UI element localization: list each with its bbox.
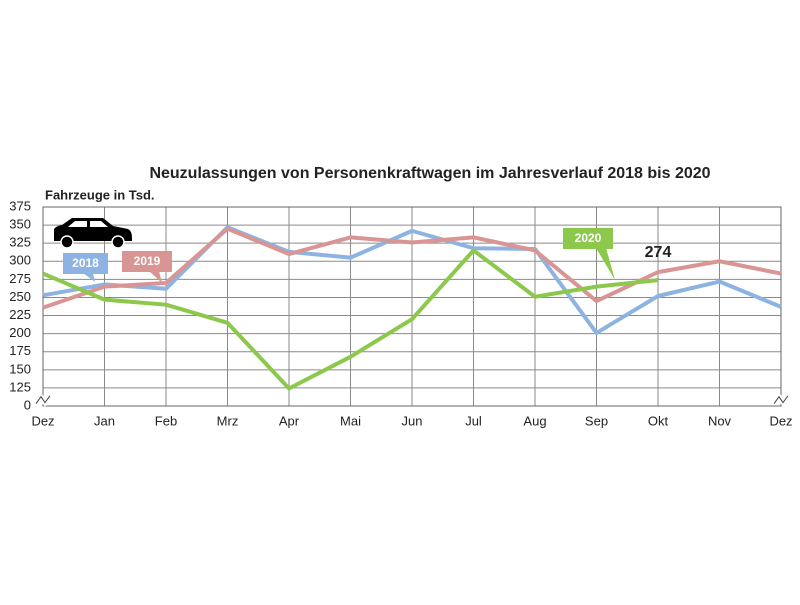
legend-label: 2020 xyxy=(575,231,602,245)
x-tick-label: Apr xyxy=(279,413,300,428)
plot-area: 0 125 150 175 200 225 250 275 300 325 350 375 Dez Jan… xyxy=(9,198,792,428)
line xyxy=(42,225,782,335)
x-tick-label: Aug xyxy=(523,413,546,428)
y-tick-label: 275 xyxy=(9,271,31,286)
legend-label: 2019 xyxy=(134,254,161,268)
legend-box xyxy=(63,253,108,274)
x-tick-label: Jan xyxy=(94,413,115,428)
legend-box xyxy=(563,228,613,249)
y-tick-label: 250 xyxy=(9,289,31,304)
legend-pointer xyxy=(149,271,162,283)
axis-break xyxy=(773,395,789,404)
y-tick-label: 325 xyxy=(9,235,31,250)
y-tick-label: 350 xyxy=(9,217,31,232)
annotation: 274 xyxy=(645,244,672,261)
car-icon xyxy=(54,218,132,249)
x-tick-label: Nov xyxy=(708,413,732,428)
y-tick-label: 300 xyxy=(9,253,31,268)
legend-label: 2018 xyxy=(72,256,99,270)
y-tick-label: 200 xyxy=(9,325,31,340)
y-tick-label: 375 xyxy=(9,198,31,213)
legend-pointer xyxy=(596,248,615,280)
line xyxy=(42,248,659,391)
y-axis-label: Fahrzeuge in Tsd. xyxy=(45,187,155,202)
x-tick-label: Okt xyxy=(648,413,669,428)
x-tick-label: Dez xyxy=(769,413,792,428)
x-tick-label: Dez xyxy=(31,413,54,428)
legend-pointer xyxy=(83,273,95,282)
y-tick-label: 225 xyxy=(9,307,31,322)
y-tick-label: 125 xyxy=(9,379,31,394)
y-tick-label: 175 xyxy=(9,343,31,358)
y-tick-label: 150 xyxy=(9,361,31,376)
x-tick-label: Feb xyxy=(155,413,177,428)
x-tick-label: Mai xyxy=(340,413,361,428)
x-tick-label: Jun xyxy=(402,413,423,428)
x-tick-label: Sep xyxy=(585,413,608,428)
legend-box xyxy=(122,251,172,272)
y-tick-label: 0 xyxy=(24,397,31,412)
line xyxy=(42,226,782,310)
chart-title: Neuzulassungen von Personenkraftwagen im… xyxy=(149,165,710,182)
axis-break xyxy=(35,395,51,404)
x-tick-label: Mrz xyxy=(217,413,239,428)
x-tick-label: Jul xyxy=(465,413,482,428)
